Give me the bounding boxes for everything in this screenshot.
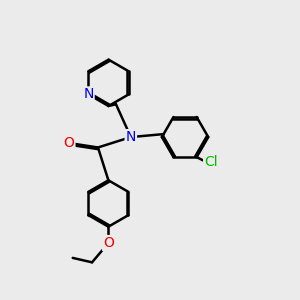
Text: O: O (103, 236, 114, 250)
Text: O: O (64, 136, 74, 150)
Text: N: N (126, 130, 136, 144)
Text: N: N (83, 87, 94, 101)
Text: Cl: Cl (204, 154, 218, 169)
